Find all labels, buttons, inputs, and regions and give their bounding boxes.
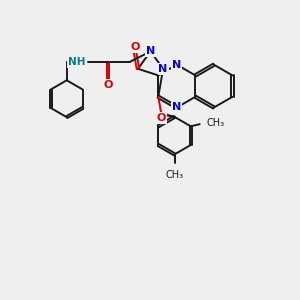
Text: N: N bbox=[172, 103, 182, 112]
Text: O: O bbox=[130, 42, 140, 52]
Text: N: N bbox=[172, 60, 182, 70]
Text: O: O bbox=[103, 80, 113, 90]
Text: N: N bbox=[158, 64, 168, 74]
Text: CH₃: CH₃ bbox=[166, 170, 184, 180]
Text: NH: NH bbox=[68, 57, 85, 67]
Text: N: N bbox=[146, 46, 155, 56]
Text: CH₃: CH₃ bbox=[206, 118, 224, 128]
Text: O: O bbox=[157, 113, 166, 123]
